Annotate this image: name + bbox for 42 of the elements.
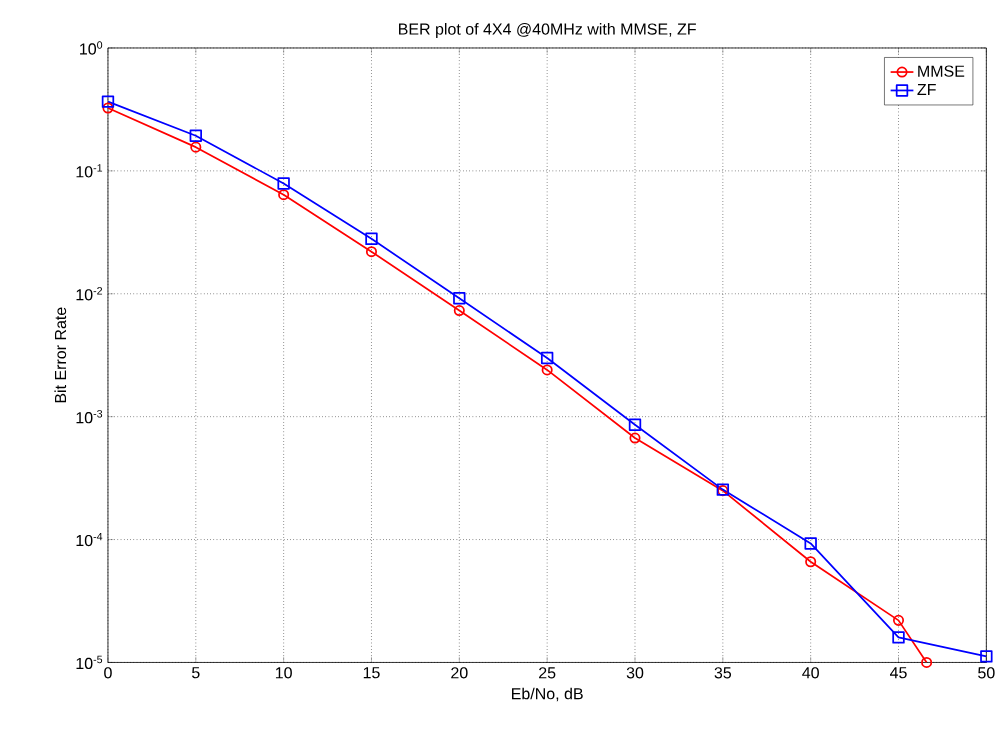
point	[101, 95, 115, 108]
y-tick-label: 10$^{-2}$	[76, 286, 103, 301]
point	[189, 129, 202, 142]
x-axis-title: Eb/No, dB	[512, 687, 583, 702]
point	[365, 232, 378, 245]
point	[804, 537, 817, 550]
point	[805, 556, 817, 568]
point	[541, 364, 553, 376]
y-tick-label: 10$^{-4}$	[76, 532, 103, 546]
x-tick-label: 45	[889, 666, 907, 679]
y-tick-label: 10$^{0}$	[80, 41, 103, 55]
point	[629, 432, 641, 444]
x-tick-label: 25	[539, 666, 556, 679]
point	[365, 245, 378, 258]
x-tick-label: 5	[192, 666, 200, 679]
point	[190, 141, 202, 153]
x-tick-label: 50	[978, 666, 995, 679]
x-tick-label: 35	[714, 666, 732, 679]
x-tick-label: 10	[275, 666, 292, 679]
y-tick-label: 10$^{-5}$	[76, 655, 103, 669]
legend-label: MMSE	[918, 65, 965, 77]
point	[980, 650, 993, 663]
y-tick-label: 10$^{-1}$	[76, 164, 103, 178]
point	[892, 614, 905, 626]
point	[102, 102, 114, 114]
x-tick-label: 20	[451, 666, 468, 679]
y-axis-title: Bit Error Rate	[54, 307, 67, 403]
point	[453, 304, 465, 316]
point	[278, 188, 290, 201]
point	[540, 351, 554, 365]
chart-title: BER plot of 4X4 @40MHz with MMSE, ZF	[399, 22, 696, 38]
x-tick-label: 0	[104, 666, 112, 679]
point	[453, 291, 466, 305]
y-tick-label: 10$^{-3}$	[76, 409, 103, 424]
legend-label: ZF	[917, 83, 936, 95]
point	[921, 656, 933, 668]
point	[628, 418, 642, 431]
x-tick-label: 30	[626, 666, 644, 679]
point	[892, 630, 905, 644]
x-tick-label: 40	[802, 666, 819, 679]
x-tick-label: 15	[363, 666, 380, 679]
point	[277, 177, 290, 190]
